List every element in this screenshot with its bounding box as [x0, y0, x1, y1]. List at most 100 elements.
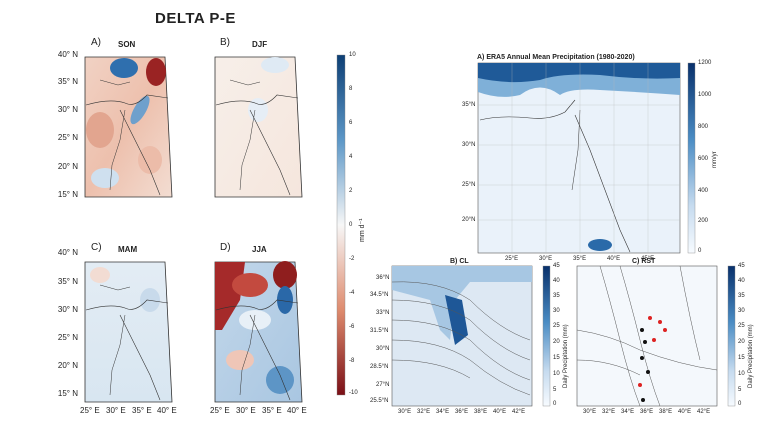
lat-label: 40° N: [57, 248, 78, 257]
cl-map: [391, 265, 533, 407]
era5-lon: 40°E: [607, 256, 621, 262]
panel-jja-map: [214, 261, 303, 403]
era5-lon: 45°E: [641, 256, 655, 262]
cl-cb-tick: 35: [553, 293, 560, 299]
rst-colorbar: [727, 265, 736, 407]
lon-label: 40° E: [287, 406, 307, 415]
cl-cb-label: Daily Precipitation (mm): [563, 324, 569, 388]
panel-c-season: MAM: [118, 245, 138, 254]
cl-lat: 30°N: [376, 346, 390, 352]
era5-lat: 20°N: [462, 217, 476, 223]
colorbar-tick: -6: [349, 324, 355, 330]
cl-cb-tick: 0: [553, 401, 557, 407]
cl-lat: 27°N: [376, 382, 390, 388]
cl-lat: 34.5°N: [370, 292, 389, 298]
lat-label: 15° N: [57, 389, 78, 398]
panel-d-letter: D): [220, 242, 231, 253]
rst-lon: 30°E: [583, 409, 597, 415]
colorbar-label: mm d⁻¹: [359, 218, 366, 242]
lon-label: 25° E: [80, 406, 100, 415]
cl-cb-tick: 15: [553, 355, 560, 361]
cl-lat: 31.5°N: [370, 328, 389, 334]
cl-cb-tick: 40: [553, 278, 560, 284]
rst-map: [576, 265, 718, 407]
rst-cb-tick: 5: [738, 387, 742, 393]
era5-lat: 30°N: [462, 142, 476, 148]
rst-cb-tick: 25: [738, 323, 745, 329]
cl-cb-tick: 30: [553, 308, 560, 314]
lat-label: 30° N: [57, 305, 78, 314]
cl-lon: 42°E: [512, 409, 526, 415]
panel-djf-map: [214, 56, 303, 198]
lat-label: 25° N: [57, 333, 78, 342]
rst-cb-tick: 35: [738, 293, 745, 299]
era5-map: [477, 62, 681, 254]
cl-cb-tick: 20: [553, 339, 560, 345]
rst-lon: 42°E: [697, 409, 711, 415]
lat-label: 35° N: [57, 277, 78, 286]
cl-lat: 36°N: [376, 275, 390, 281]
era5-lat: 35°N: [462, 102, 476, 108]
era5-cb-tick: 400: [698, 188, 709, 194]
colorbar-tick: -10: [349, 390, 358, 396]
lon-label: 30° E: [106, 406, 126, 415]
era5-lon: 25°E: [505, 256, 519, 262]
rst-cb-tick: 40: [738, 278, 745, 284]
lat-label: 35° N: [57, 77, 78, 86]
colorbar-tick: -4: [349, 290, 355, 296]
panel-a-letter: A): [91, 37, 101, 48]
colorbar-tick: 2: [349, 188, 353, 194]
rst-lon: 38°E: [659, 409, 673, 415]
era5-lat: 25°N: [462, 182, 476, 188]
lat-label: 20° N: [57, 361, 78, 370]
cl-lon: 40°E: [493, 409, 507, 415]
panel-mam-map: [84, 261, 173, 403]
rst-title: C) RST: [632, 258, 656, 265]
panel-b-season: DJF: [252, 40, 268, 49]
era5-cb-label: mm/yr: [712, 151, 718, 168]
colorbar-tick: 6: [349, 120, 353, 126]
cl-title: B) CL: [450, 258, 469, 265]
colorbar-tick: 8: [349, 86, 353, 92]
colorbar-tick: 10: [349, 52, 356, 58]
era5-cb-tick: 1000: [698, 92, 712, 98]
lat-label: 15° N: [57, 190, 78, 199]
lon-label: 40° E: [157, 406, 177, 415]
era5-cb-tick: 200: [698, 218, 709, 224]
era5-lon: 30°E: [539, 256, 553, 262]
cl-colorbar: [542, 265, 551, 407]
era5-cb-tick: 600: [698, 156, 709, 162]
cl-lat: 28.5°N: [370, 364, 389, 370]
cl-lat: 33°N: [376, 310, 390, 316]
rst-cb-tick: 30: [738, 308, 745, 314]
rst-cb-label: Daily Precipitation (mm): [748, 324, 754, 388]
rst-cb-tick: 15: [738, 355, 745, 361]
lat-label: 40° N: [57, 50, 78, 59]
left-colorbar: [336, 54, 346, 396]
rst-lon: 40°E: [678, 409, 692, 415]
lon-label: 30° E: [236, 406, 256, 415]
cl-cb-tick: 45: [553, 263, 560, 269]
rst-lon: 36°E: [640, 409, 654, 415]
cl-lat: 25.5°N: [370, 398, 389, 404]
panel-c-letter: C): [91, 242, 102, 253]
lon-label: 35° E: [262, 406, 282, 415]
rst-cb-tick: 45: [738, 263, 745, 269]
lon-label: 35° E: [132, 406, 152, 415]
colorbar-tick: -8: [349, 358, 355, 364]
rst-cb-tick: 0: [738, 401, 742, 407]
era5-cb-tick: 1200: [698, 60, 712, 66]
lat-label: 30° N: [57, 105, 78, 114]
rst-lon: 34°E: [621, 409, 635, 415]
era5-colorbar: [687, 62, 696, 254]
panel-d-season: JJA: [252, 245, 267, 254]
cl-cb-tick: 10: [553, 371, 560, 377]
lat-label: 20° N: [57, 162, 78, 171]
cl-lon: 34°E: [436, 409, 450, 415]
era5-title: A) ERA5 Annual Mean Precipitation (1980-…: [477, 54, 635, 61]
figure-title: DELTA P-E: [155, 10, 236, 27]
rst-lon: 32°E: [602, 409, 616, 415]
era5-lon: 35°E: [573, 256, 587, 262]
cl-cb-tick: 25: [553, 323, 560, 329]
panel-b-letter: B): [220, 37, 230, 48]
